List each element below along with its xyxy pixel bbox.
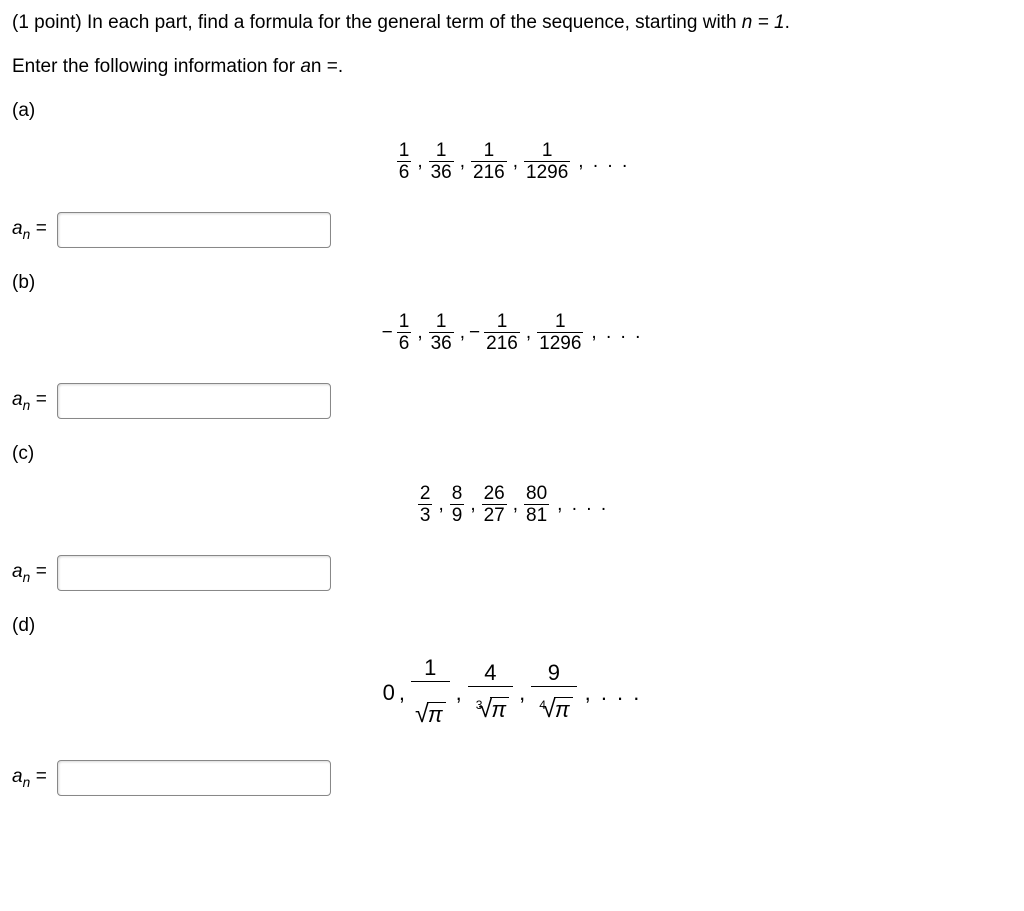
answer-label: an = <box>12 766 47 790</box>
part-d-answer-input[interactable] <box>57 760 331 796</box>
part-c-sequence: 23, 89, 2627, 8081 , . . . <box>12 483 1012 525</box>
part-b-sequence: − 16, 136, − 1216, 11296 , . . . <box>12 312 1012 353</box>
term: 1216 <box>471 141 507 182</box>
ellipsis: , . . . <box>585 680 642 706</box>
term: 1216 <box>484 312 520 353</box>
intro-text: In each part, find a formula for the gen… <box>87 12 742 33</box>
term: 0 <box>383 680 395 706</box>
problem-intro: (1 point) In each part, find a formula f… <box>12 8 1012 38</box>
part-d-answer-row: an = <box>12 760 1012 796</box>
term: 4 3√π <box>468 660 513 724</box>
part-d-label: (d) <box>12 615 1012 637</box>
term: 23 <box>418 484 433 525</box>
term: 11296 <box>524 141 570 182</box>
term: 1 √π <box>411 655 450 729</box>
part-a-answer-input[interactable] <box>57 212 331 248</box>
part-a-sequence: 16, 136, 1216, 11296 , . . . <box>12 140 1012 182</box>
part-a-label: (a) <box>12 100 1012 122</box>
term: 16 <box>397 141 412 182</box>
term: 2627 <box>482 484 507 525</box>
term: 16 <box>397 312 412 353</box>
term: 89 <box>450 484 465 525</box>
points-badge: (1 point) <box>12 12 82 33</box>
term: 9 4√π <box>531 660 576 724</box>
term: 11296 <box>537 312 583 353</box>
part-b-answer-row: an = <box>12 383 1012 419</box>
part-b-label: (b) <box>12 272 1012 294</box>
ellipsis: , . . . <box>591 322 642 344</box>
part-c-answer-row: an = <box>12 555 1012 591</box>
term: 8081 <box>524 484 549 525</box>
part-d-sequence: 0, 1 √π , 4 3√π , 9 4√π , . . . <box>12 655 1012 729</box>
ellipsis: , . . . <box>578 151 629 173</box>
ellipsis: , . . . <box>557 494 608 516</box>
answer-label: an = <box>12 218 47 242</box>
problem-subintro: Enter the following information for an =… <box>12 56 1012 78</box>
n-equals: n = 1 <box>742 12 785 33</box>
part-c-label: (c) <box>12 443 1012 465</box>
term: 136 <box>429 312 454 353</box>
answer-label: an = <box>12 561 47 585</box>
term: 136 <box>429 141 454 182</box>
part-c-answer-input[interactable] <box>57 555 331 591</box>
part-a-answer-row: an = <box>12 212 1012 248</box>
answer-label: an = <box>12 389 47 413</box>
part-b-answer-input[interactable] <box>57 383 331 419</box>
